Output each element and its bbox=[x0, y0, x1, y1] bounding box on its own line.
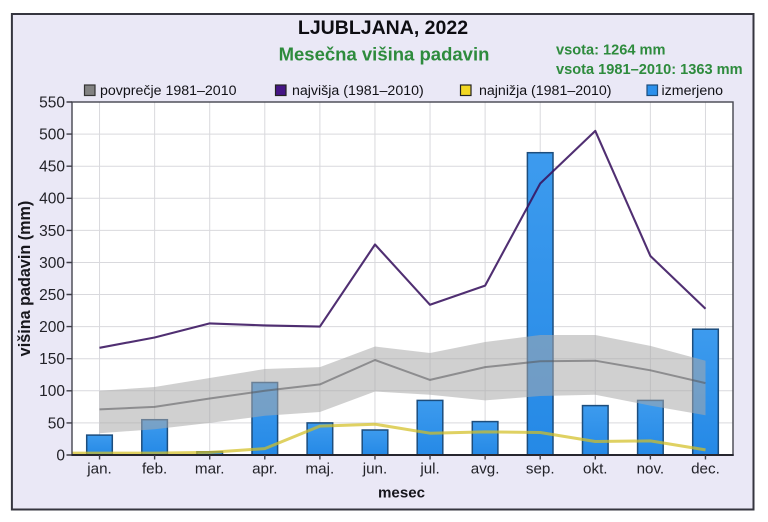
svg-text:500: 500 bbox=[39, 127, 65, 144]
svg-text:okt.: okt. bbox=[583, 461, 607, 478]
svg-text:150: 150 bbox=[39, 351, 65, 368]
svg-text:jan.: jan. bbox=[86, 461, 112, 478]
svg-text:100: 100 bbox=[39, 383, 65, 400]
svg-text:mar.: mar. bbox=[195, 461, 225, 478]
svg-text:feb.: feb. bbox=[142, 461, 167, 478]
svg-text:vsota 1981–2010: 1363 mm: vsota 1981–2010: 1363 mm bbox=[556, 62, 743, 78]
svg-text:400: 400 bbox=[39, 191, 65, 208]
svg-text:mesec: mesec bbox=[378, 485, 425, 502]
svg-text:povprečje 1981–2010: povprečje 1981–2010 bbox=[100, 83, 237, 99]
svg-text:izmerjeno: izmerjeno bbox=[662, 83, 724, 99]
svg-text:LJUBLJANA, 2022: LJUBLJANA, 2022 bbox=[298, 17, 468, 39]
svg-text:450: 450 bbox=[39, 159, 65, 176]
svg-text:avg.: avg. bbox=[471, 461, 500, 478]
svg-text:maj.: maj. bbox=[306, 461, 335, 478]
svg-text:najvišja (1981–2010): najvišja (1981–2010) bbox=[292, 83, 424, 99]
svg-text:300: 300 bbox=[39, 255, 65, 272]
svg-text:sep.: sep. bbox=[526, 461, 555, 478]
svg-text:550: 550 bbox=[39, 94, 65, 111]
svg-text:jul.: jul. bbox=[419, 461, 439, 478]
svg-text:Mesečna višina padavin: Mesečna višina padavin bbox=[279, 43, 490, 64]
svg-text:0: 0 bbox=[56, 447, 65, 464]
svg-text:apr.: apr. bbox=[252, 461, 277, 478]
svg-text:350: 350 bbox=[39, 223, 65, 240]
svg-text:50: 50 bbox=[48, 415, 66, 432]
svg-text:dec.: dec. bbox=[691, 461, 720, 478]
svg-text:nov.: nov. bbox=[637, 461, 665, 478]
svg-text:vsota: 1264 mm: vsota: 1264 mm bbox=[556, 43, 666, 59]
svg-text:višina padavin (mm): višina padavin (mm) bbox=[16, 201, 34, 357]
svg-text:jun.: jun. bbox=[362, 461, 388, 478]
svg-text:200: 200 bbox=[39, 319, 65, 336]
svg-text:najnižja (1981–2010): najnižja (1981–2010) bbox=[479, 83, 612, 99]
svg-text:250: 250 bbox=[39, 287, 65, 304]
